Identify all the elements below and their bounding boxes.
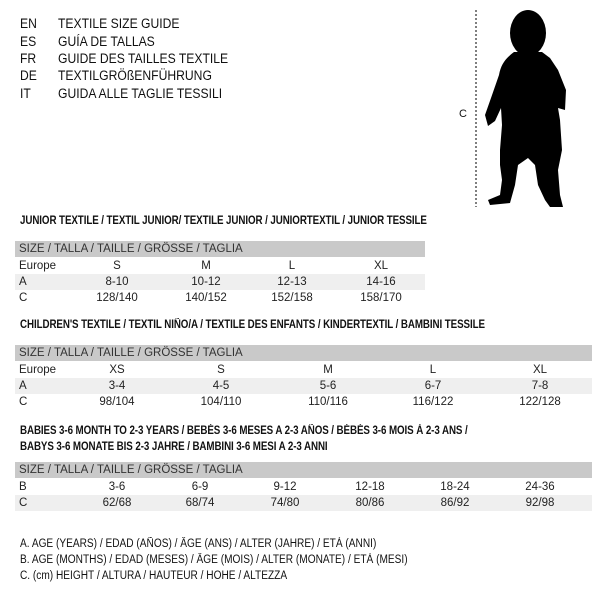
table-cell: 140/152 xyxy=(185,292,227,304)
table-cell: 74/80 xyxy=(270,497,300,509)
table-row: B 3-6 6-9 9-12 12-18 18-24 24-36 xyxy=(15,479,592,495)
row-label: B xyxy=(19,481,27,493)
table-cell: 6-7 xyxy=(424,380,442,392)
children-size-table: SIZE / TALLA / TAILLE / GRÖSSE / TAGLIA … xyxy=(15,345,592,410)
table-cell: 12-13 xyxy=(277,276,307,288)
row-label: C xyxy=(19,396,28,408)
children-section-title: CHILDREN'S TEXTILE / TEXTIL NIÑO/A / TEX… xyxy=(20,319,485,331)
junior-section-title: JUNIOR TEXTILE / TEXTIL JUNIOR/ TEXTILE … xyxy=(20,215,427,227)
table-cell: 14-16 xyxy=(366,276,396,288)
table-row: A 3-4 4-5 5-6 6-7 7-8 xyxy=(15,378,592,394)
table-cell: 5-6 xyxy=(319,380,337,392)
height-measure-label: C xyxy=(459,108,467,120)
babies-section-title-line2: BABYS 3-6 MONATE BIS 2-3 JAHRE / BAMBINI… xyxy=(20,441,328,453)
row-label: C xyxy=(19,497,28,509)
table-row: C 98/104 104/110 110/116 116/122 122/128 xyxy=(15,394,592,410)
table-cell: 12-18 xyxy=(355,481,385,493)
table-cell: 7-8 xyxy=(531,380,549,392)
table-cell: 152/158 xyxy=(271,292,313,304)
table-cell: 8-10 xyxy=(105,276,129,288)
table-row: C 128/140 140/152 152/158 158/170 xyxy=(15,290,425,306)
lang-code: ES xyxy=(20,34,37,49)
table-header: SIZE / TALLA / TAILLE / GRÖSSE / TAGLIA xyxy=(15,345,592,361)
table-row: Europe S M L XL xyxy=(15,258,425,274)
table-cell: 92/98 xyxy=(525,497,555,509)
table-cell: 4-5 xyxy=(212,380,230,392)
table-cell: 86/92 xyxy=(440,497,470,509)
table-cell: 98/104 xyxy=(99,396,135,408)
babies-size-table: SIZE / TALLA / TAILLE / GRÖSSE / TAGLIA … xyxy=(15,462,592,511)
table-cell: L xyxy=(429,364,437,376)
table-cell: S xyxy=(217,364,225,376)
table-row: C 62/68 68/74 74/80 80/86 86/92 92/98 xyxy=(15,495,592,511)
legend-b: B. AGE (MONTHS) / EDAD (MESES) / ÂGE (MO… xyxy=(20,554,408,566)
table-cell: 3-4 xyxy=(108,380,126,392)
table-cell: 9-12 xyxy=(273,481,297,493)
lang-code: IT xyxy=(20,86,31,101)
table-row: A 8-10 10-12 12-13 14-16 xyxy=(15,274,425,290)
child-silhouette-icon xyxy=(475,10,566,207)
table-cell: 10-12 xyxy=(191,276,221,288)
row-label: A xyxy=(19,276,27,288)
lang-title: GUIDE DES TAILLES TEXTILE xyxy=(58,51,229,66)
table-cell: 6-9 xyxy=(191,481,209,493)
lang-code: DE xyxy=(20,68,37,83)
babies-section-title: BABIES 3-6 MONTH TO 2-3 YEARS / BEBÉS 3-… xyxy=(20,425,468,437)
table-cell: S xyxy=(113,260,121,272)
table-cell: 122/128 xyxy=(519,396,561,408)
lang-title: TEXTILE SIZE GUIDE xyxy=(58,16,180,31)
row-label: A xyxy=(19,380,27,392)
row-label: Europe xyxy=(19,260,57,272)
legend-a: A. AGE (YEARS) / EDAD (AÑOS) / ÂGE (ANS)… xyxy=(20,538,377,550)
table-cell: 158/170 xyxy=(360,292,402,304)
table-cell: 128/140 xyxy=(96,292,138,304)
table-cell: L xyxy=(288,260,296,272)
table-cell: XS xyxy=(109,364,125,376)
row-label: C xyxy=(19,292,28,304)
table-header: SIZE / TALLA / TAILLE / GRÖSSE / TAGLIA xyxy=(15,462,592,478)
lang-title: GUIDA ALLE TAGLIE TESSILI xyxy=(58,86,223,101)
table-cell: 18-24 xyxy=(440,481,470,493)
lang-title: GUÍA DE TALLAS xyxy=(58,34,155,49)
table-row: Europe XS S M L XL xyxy=(15,362,592,378)
table-cell: 116/122 xyxy=(412,396,454,408)
lang-code: FR xyxy=(20,51,37,66)
row-label: Europe xyxy=(19,364,57,376)
table-header: SIZE / TALLA / TAILLE / GRÖSSE / TAGLIA xyxy=(15,241,425,257)
table-cell: 80/86 xyxy=(355,497,385,509)
table-cell: XL xyxy=(373,260,389,272)
table-cell: M xyxy=(201,260,211,272)
table-cell: 3-6 xyxy=(108,481,126,493)
table-cell: M xyxy=(323,364,333,376)
table-cell: 68/74 xyxy=(185,497,215,509)
junior-size-table: SIZE / TALLA / TAILLE / GRÖSSE / TAGLIA … xyxy=(15,241,425,306)
legend-c: C. (cm) HEIGHT / ALTURA / HAUTEUR / HÖHE… xyxy=(20,570,288,582)
lang-title: TEXTILGRÖßENFÜHRUNG xyxy=(58,68,212,83)
table-cell: 104/110 xyxy=(200,396,242,408)
lang-code: EN xyxy=(20,16,37,31)
table-cell: 24-36 xyxy=(525,481,555,493)
table-cell: XL xyxy=(532,364,548,376)
table-cell: 62/68 xyxy=(102,497,132,509)
table-cell: 110/116 xyxy=(308,396,348,408)
